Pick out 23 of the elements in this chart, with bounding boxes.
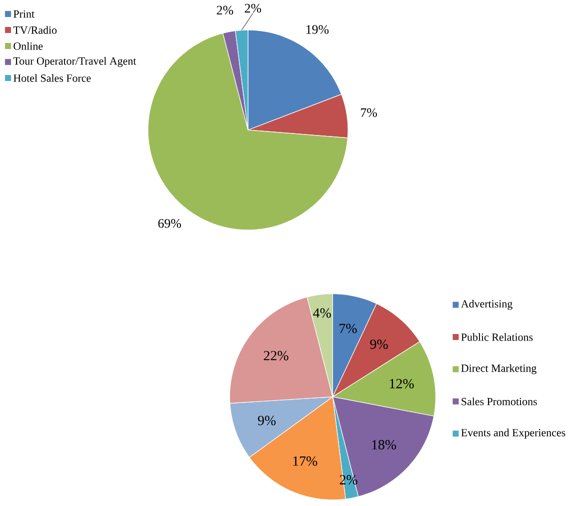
legend-label: Online — [14, 42, 43, 50]
data-label: 7% — [360, 108, 377, 118]
data-label: 17% — [293, 456, 318, 466]
legend-label: Hotel Sales Force — [14, 74, 91, 82]
legend-label: Print — [14, 10, 34, 18]
legend-label: Sales Promotions — [462, 398, 537, 406]
legend-label: Events and Experiences — [461, 428, 566, 439]
data-label: 2% — [216, 6, 234, 15]
data-label: 4% — [313, 308, 331, 318]
data-label: 19% — [306, 25, 329, 34]
data-label: 2% — [244, 4, 262, 13]
data-label: 69% — [158, 219, 182, 228]
legend-label: Direct Marketing — [461, 364, 536, 374]
legend-label: TV/Radio — [13, 26, 57, 34]
data-label: 9% — [258, 416, 276, 426]
data-label: 7% — [340, 324, 357, 334]
legend-label: Public Relations — [461, 333, 533, 341]
data-label: 18% — [372, 440, 396, 450]
data-label: 22% — [264, 350, 288, 360]
legend-label: Tour Operator/Travel Agent — [13, 57, 136, 67]
legend-label: Advertising — [461, 300, 512, 310]
data-label: 9% — [370, 340, 388, 349]
data-label: 12% — [390, 378, 414, 388]
